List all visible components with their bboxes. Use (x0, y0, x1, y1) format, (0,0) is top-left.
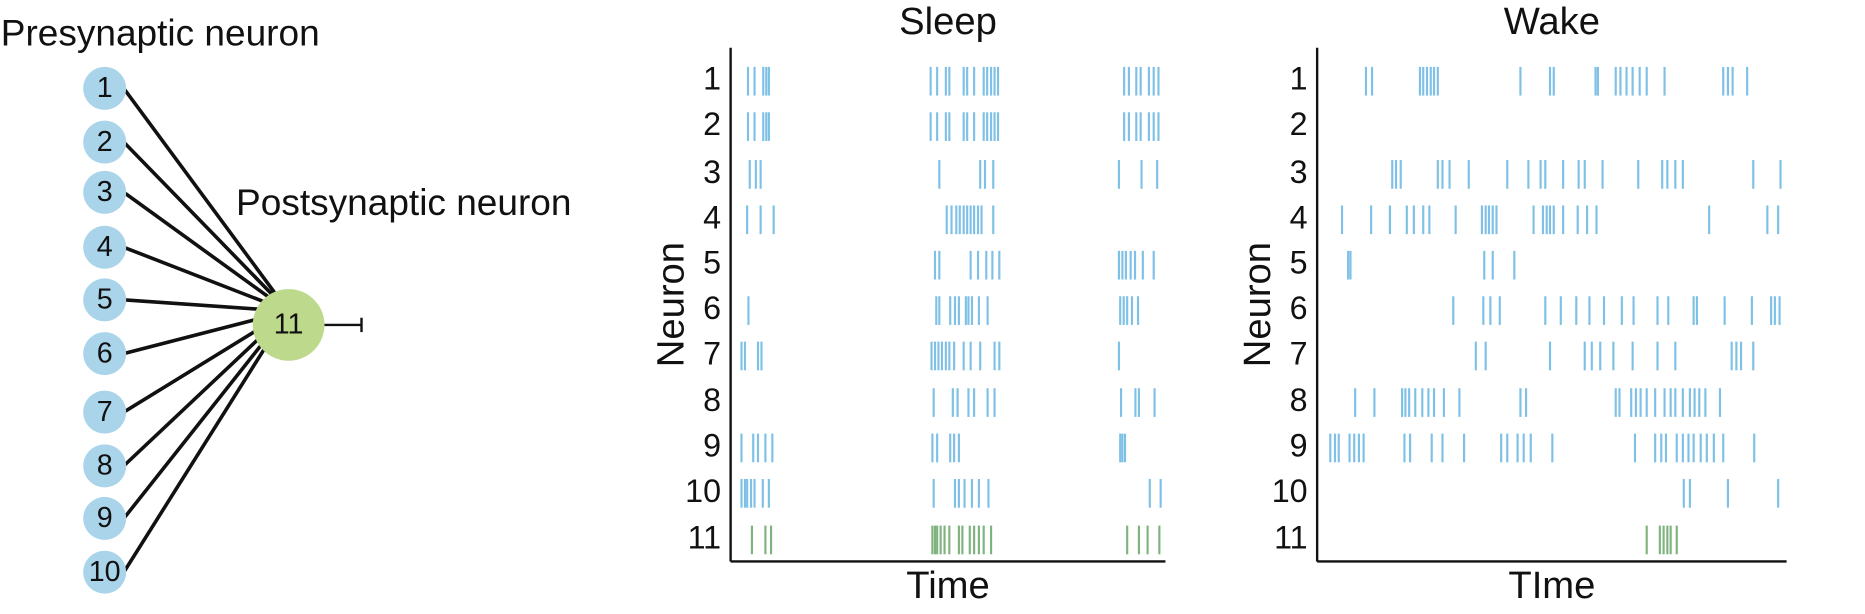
presynaptic-node (83, 332, 127, 376)
synapse-line (123, 298, 280, 313)
presynaptic-node (83, 120, 127, 164)
presynaptic-node (83, 170, 127, 214)
synapse-line (122, 324, 281, 574)
row-label: 5 (1290, 245, 1308, 281)
presynaptic-node (83, 225, 127, 269)
row-label: 6 (1290, 290, 1308, 326)
row-label: 3 (1290, 154, 1308, 190)
synapse-line (122, 190, 281, 307)
raster-title: Sleep (899, 0, 997, 43)
presynaptic-node (83, 66, 127, 110)
presynaptic-label: 7 (97, 396, 113, 428)
synapse-line (123, 245, 280, 310)
postsynaptic-title: Postsynaptic neuron (236, 181, 571, 223)
row-label: 8 (1290, 382, 1308, 418)
row-label: 3 (703, 154, 721, 190)
postsynaptic-label: 11 (274, 309, 304, 341)
row-label: 2 (703, 106, 721, 142)
x-axis-label: TIme (1508, 564, 1595, 607)
presynaptic-node (83, 278, 127, 322)
row-label: 10 (1272, 473, 1308, 509)
row-label: 5 (703, 245, 721, 281)
presynaptic-label: 6 (97, 337, 113, 369)
y-axis-label: Neuron (649, 242, 692, 367)
postsynaptic-node (252, 289, 325, 361)
synapse-line (122, 315, 281, 414)
presynaptic-node (83, 444, 127, 488)
row-label: 2 (1290, 106, 1308, 142)
presynaptic-label: 8 (97, 450, 113, 482)
presynaptic-label: 9 (97, 502, 113, 534)
row-label: 8 (703, 382, 721, 418)
presynaptic-label: 5 (97, 284, 113, 316)
row-label: 4 (1290, 199, 1308, 235)
presynaptic-label: 1 (97, 72, 113, 104)
row-label: 11 (688, 519, 721, 555)
row-label: 4 (703, 199, 721, 235)
raster-title: Wake (1504, 0, 1600, 43)
row-label: 10 (685, 473, 721, 509)
presynaptic-label: 10 (89, 556, 121, 588)
synapse-line (122, 321, 281, 520)
row-label: 6 (703, 290, 721, 326)
synapse-line (122, 140, 281, 303)
presynaptic-node (83, 496, 127, 540)
row-label: 1 (703, 61, 721, 97)
presynaptic-label: 4 (97, 231, 113, 263)
row-label: 9 (703, 427, 721, 463)
synapse-line (122, 318, 281, 468)
x-axis-label: Time (906, 564, 990, 607)
presynaptic-label: 3 (97, 176, 113, 208)
row-label: 9 (1290, 427, 1308, 463)
row-label: 1 (1290, 61, 1308, 97)
row-label: 7 (703, 335, 721, 371)
y-axis-label: Neuron (1236, 242, 1279, 367)
synapse-line (122, 87, 281, 300)
row-label: 7 (1290, 335, 1308, 371)
presynaptic-node (83, 550, 127, 594)
presynaptic-node (83, 390, 127, 434)
row-label: 11 (1274, 519, 1307, 555)
presynaptic-title: Presynaptic neuron (1, 12, 320, 54)
presynaptic-label: 2 (97, 126, 113, 158)
